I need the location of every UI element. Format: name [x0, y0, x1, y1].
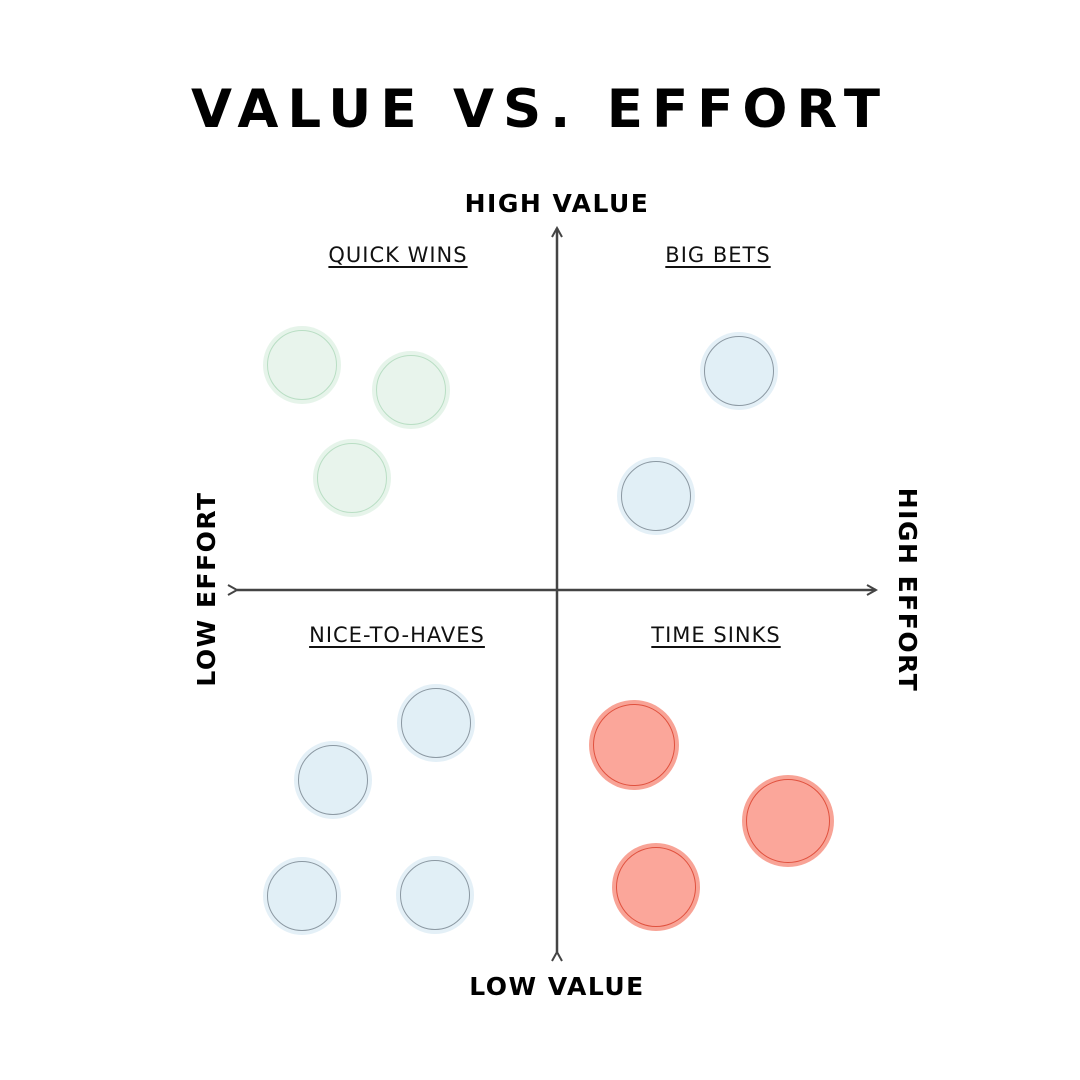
big-bets-bubble[interactable] [621, 461, 691, 531]
quick-wins-bubble[interactable] [317, 443, 387, 513]
axis-label-high-effort: HIGH EFFORT [893, 487, 922, 693]
big-bets-bubble[interactable] [704, 336, 774, 406]
quadrant-label-quick-wins: QUICK WINS [328, 243, 468, 267]
nice-to-haves-bubble[interactable] [400, 860, 470, 930]
quadrant-label-nice-to-haves: NICE-TO-HAVES [309, 623, 485, 647]
quadrant-label-big-bets: BIG BETS [665, 243, 771, 267]
axis-label-high-value: HIGH VALUE [464, 189, 650, 218]
quick-wins-bubble[interactable] [376, 355, 446, 425]
page-title: VALUE VS. EFFORT [190, 79, 890, 140]
quadrant-label-time-sinks: TIME SINKS [651, 623, 781, 647]
axis-label-low-value: LOW VALUE [469, 972, 645, 1001]
nice-to-haves-bubble[interactable] [401, 688, 471, 758]
nice-to-haves-bubble[interactable] [267, 861, 337, 931]
nice-to-haves-bubble[interactable] [298, 745, 368, 815]
quick-wins-bubble[interactable] [267, 330, 337, 400]
axis-label-low-effort: LOW EFFORT [192, 491, 221, 687]
time-sinks-bubble[interactable] [616, 847, 696, 927]
time-sinks-bubble[interactable] [746, 779, 830, 863]
time-sinks-bubble[interactable] [593, 704, 675, 786]
